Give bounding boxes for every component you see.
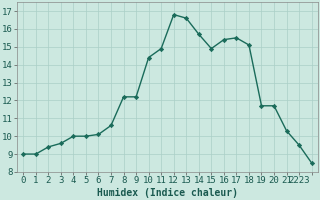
X-axis label: Humidex (Indice chaleur): Humidex (Indice chaleur): [97, 188, 238, 198]
